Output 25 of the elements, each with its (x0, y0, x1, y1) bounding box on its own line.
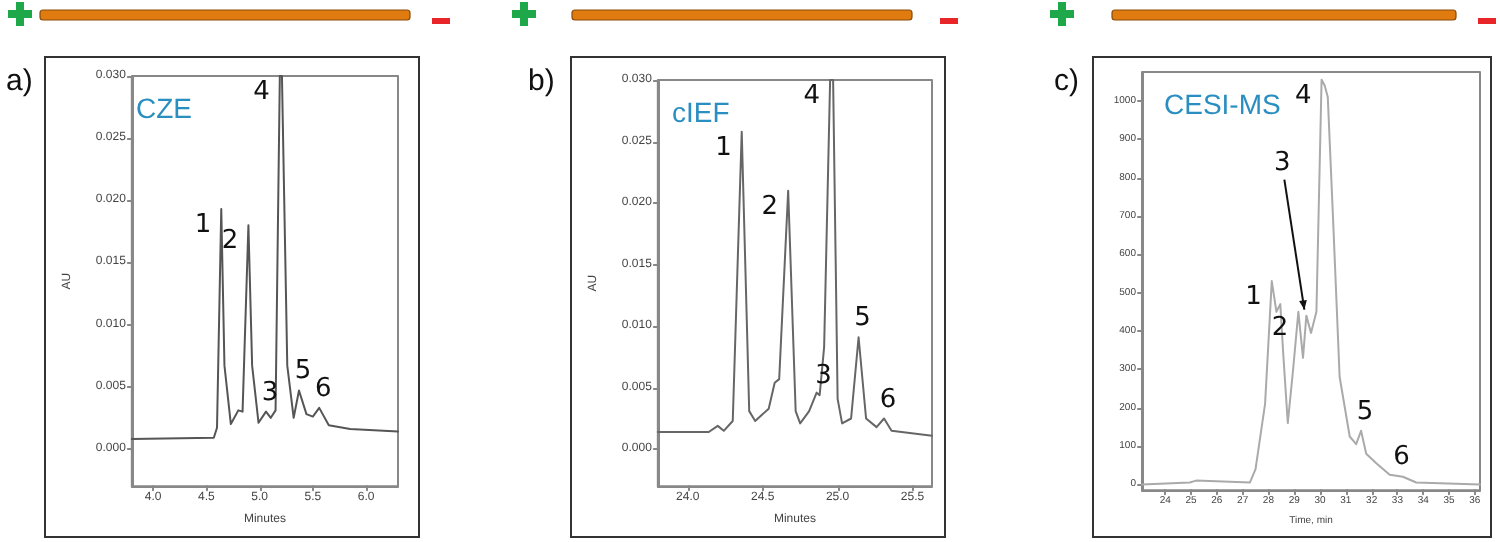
annotation: 5 (1356, 396, 1374, 427)
annotation: 6 (1393, 442, 1410, 472)
annotation: 2 (761, 191, 779, 222)
annotation: 2 (1271, 312, 1289, 343)
line-series (130, 75, 399, 440)
annotation: 4 (803, 81, 821, 111)
annotation: 3 (1274, 147, 1291, 178)
line-series (1141, 78, 1481, 486)
text: c) (1054, 64, 1079, 98)
annotation: 6 (314, 373, 332, 404)
annotation: 5 (294, 356, 312, 387)
annotation: 4 (253, 77, 270, 107)
text: CZE (136, 92, 192, 124)
annotation: 1 (1245, 282, 1262, 313)
text: cIEF (672, 96, 730, 128)
annotation: 1 (715, 132, 732, 163)
text: b) (528, 64, 555, 98)
line-series (656, 79, 933, 437)
annotation: 2 (221, 226, 239, 257)
text: a) (6, 64, 33, 98)
annotation: 1 (194, 210, 212, 240)
annotation: 4 (1295, 80, 1312, 111)
annotation: 6 (879, 384, 897, 415)
text: CESI-MS (1164, 88, 1281, 120)
annotation: 5 (854, 303, 871, 334)
